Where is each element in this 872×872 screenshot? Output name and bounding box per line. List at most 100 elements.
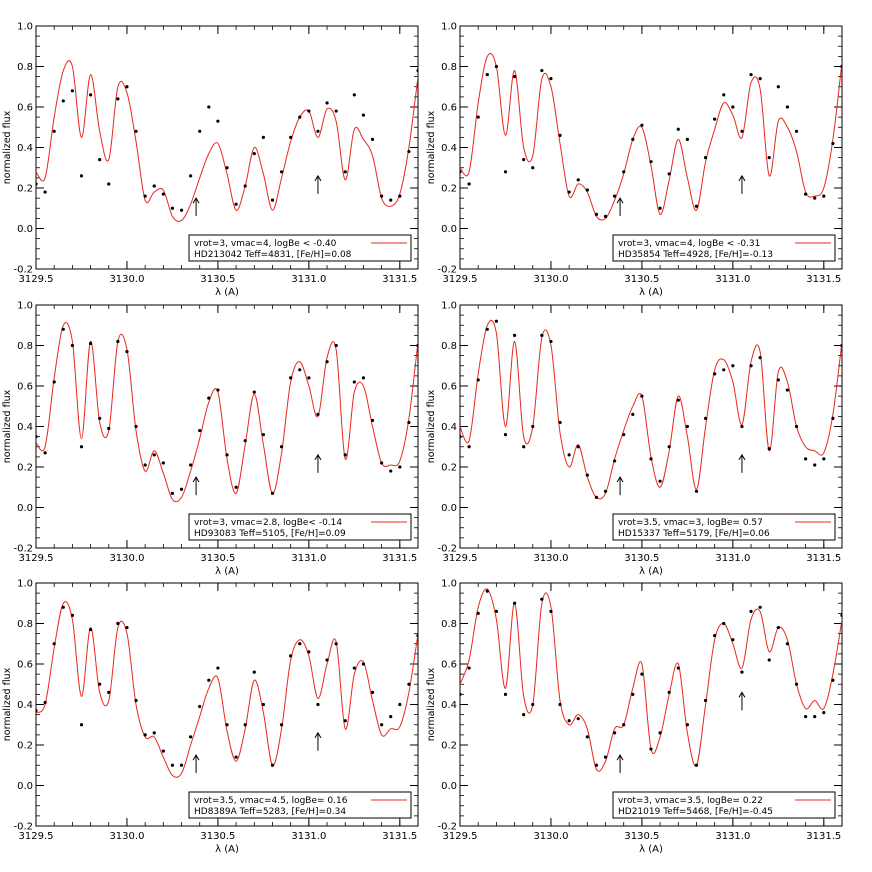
observed-point <box>694 204 699 208</box>
observed-point <box>125 85 129 89</box>
observed-point <box>380 194 384 198</box>
chart-panel-4: 3129.5 3130.0 3130.5 3131.0 3131.5 -0.2 0.0 0.2… <box>426 301 843 577</box>
legend-box <box>612 234 836 262</box>
observed-point <box>740 670 744 674</box>
observed-point <box>631 412 635 416</box>
legend-star-label: HD35854 Teff=4928, [Fe/H]=-0.13 <box>618 250 773 260</box>
observed-point <box>485 73 489 77</box>
observed-point <box>731 638 735 642</box>
observed-point <box>649 457 653 461</box>
observed-point <box>613 459 617 463</box>
legend-star-label: HD15337 Teff=5179, [Fe/H]=0.06 <box>618 529 770 539</box>
observed-point <box>531 424 535 429</box>
observed-point <box>722 621 726 626</box>
x-tick-label: 3130.0 <box>533 274 568 285</box>
observed-point <box>549 609 553 613</box>
legend-model-label: vrot=3, vmac=4, logBe < -0.40 <box>194 239 337 249</box>
observed-point <box>622 170 626 174</box>
observed-point <box>52 642 56 646</box>
y-axis-label: normalized flux <box>426 389 437 463</box>
observed-point <box>512 333 517 337</box>
observed-point <box>298 368 302 372</box>
chart-panel-6: 3129.5 3130.0 3130.5 3131.0 3131.5 -0.2 0.0 0.2… <box>426 579 843 855</box>
legend-box <box>612 791 836 819</box>
observed-point <box>125 625 129 630</box>
arrow-head <box>314 453 322 461</box>
y-tick-label: 0.6 <box>17 103 33 114</box>
observed-point <box>813 715 817 719</box>
observed-point <box>261 702 265 707</box>
legend-model-label: vrot=3, vmac=3.5, logBe= 0.22 <box>618 796 763 806</box>
observed-point <box>189 735 193 739</box>
observed-point <box>467 666 471 670</box>
observed-point <box>170 206 175 210</box>
x-axis-label: λ (A) <box>215 566 239 577</box>
observed-point <box>116 339 120 344</box>
observed-point <box>307 109 311 113</box>
observed-point <box>134 424 138 429</box>
legend-star-label: HD93083 Teff=5105, [Fe/H]=0.09 <box>194 529 346 539</box>
observed-point <box>758 77 762 81</box>
observed-point <box>98 416 102 420</box>
observed-point <box>713 634 717 638</box>
observed-point <box>70 613 74 618</box>
legend-box <box>612 513 836 541</box>
observed-point <box>261 135 265 139</box>
observed-point <box>522 445 526 449</box>
legend-box <box>188 513 412 541</box>
observed-point <box>549 339 553 344</box>
model-spectrum-line <box>36 601 418 778</box>
x-tick-label: 3130.5 <box>200 553 235 564</box>
observed-point <box>840 343 842 348</box>
plot-frame <box>459 304 843 549</box>
observed-point <box>603 214 608 218</box>
x-tick-label: 3129.5 <box>443 553 478 564</box>
y-tick-label: 0.6 <box>441 103 457 114</box>
observed-point <box>88 627 93 632</box>
observed-point <box>594 495 599 499</box>
observed-point <box>594 212 599 216</box>
y-tick-label: 0.6 <box>17 660 33 671</box>
observed-point <box>649 747 653 751</box>
y-tick-label: 0.0 <box>17 224 33 235</box>
observed-point <box>243 439 247 443</box>
y-tick-label: 0.4 <box>441 700 457 711</box>
arrow-head <box>192 754 200 761</box>
observed-point <box>279 445 284 449</box>
observed-point <box>776 625 780 630</box>
x-tick-label: 3130.0 <box>533 831 568 842</box>
y-tick-label: 0.6 <box>441 660 457 671</box>
observed-point <box>749 73 753 77</box>
y-tick-label: 0.0 <box>441 224 457 235</box>
x-tick-label: 3131.0 <box>715 831 750 842</box>
observed-point <box>794 424 799 429</box>
y-tick-label: 0.6 <box>441 382 457 393</box>
observed-point <box>325 101 329 105</box>
x-tick-label: 3130.0 <box>109 831 144 842</box>
observed-point <box>713 117 717 121</box>
y-tick-label: 1.0 <box>17 301 33 312</box>
observed-point <box>334 343 338 348</box>
legend-box <box>188 234 412 262</box>
observed-point <box>43 190 47 194</box>
chart-panel-2: 3129.5 3130.0 3130.5 3131.0 3131.5 -0.2 0.0 0.2… <box>426 22 843 298</box>
chart-panel-5: 3129.5 3130.0 3130.5 3131.0 3131.5 -0.2 0.0 0.2… <box>2 579 419 855</box>
observed-point <box>52 380 56 384</box>
observed-point <box>694 489 699 493</box>
observed-point <box>125 349 129 354</box>
observed-point <box>558 702 562 707</box>
observed-point <box>143 463 147 467</box>
observed-point <box>325 658 329 662</box>
observed-point <box>804 192 808 196</box>
observed-point <box>270 763 275 767</box>
y-tick-label: 0.6 <box>17 382 33 393</box>
observed-point <box>460 692 462 696</box>
arrow-head <box>616 197 624 204</box>
observed-point <box>503 692 508 696</box>
y-tick-label: 0.4 <box>441 422 457 433</box>
plot-frame <box>459 25 843 270</box>
observed-point <box>749 609 753 613</box>
observed-point <box>522 713 526 717</box>
observed-point <box>234 755 238 759</box>
observed-point <box>558 133 562 137</box>
